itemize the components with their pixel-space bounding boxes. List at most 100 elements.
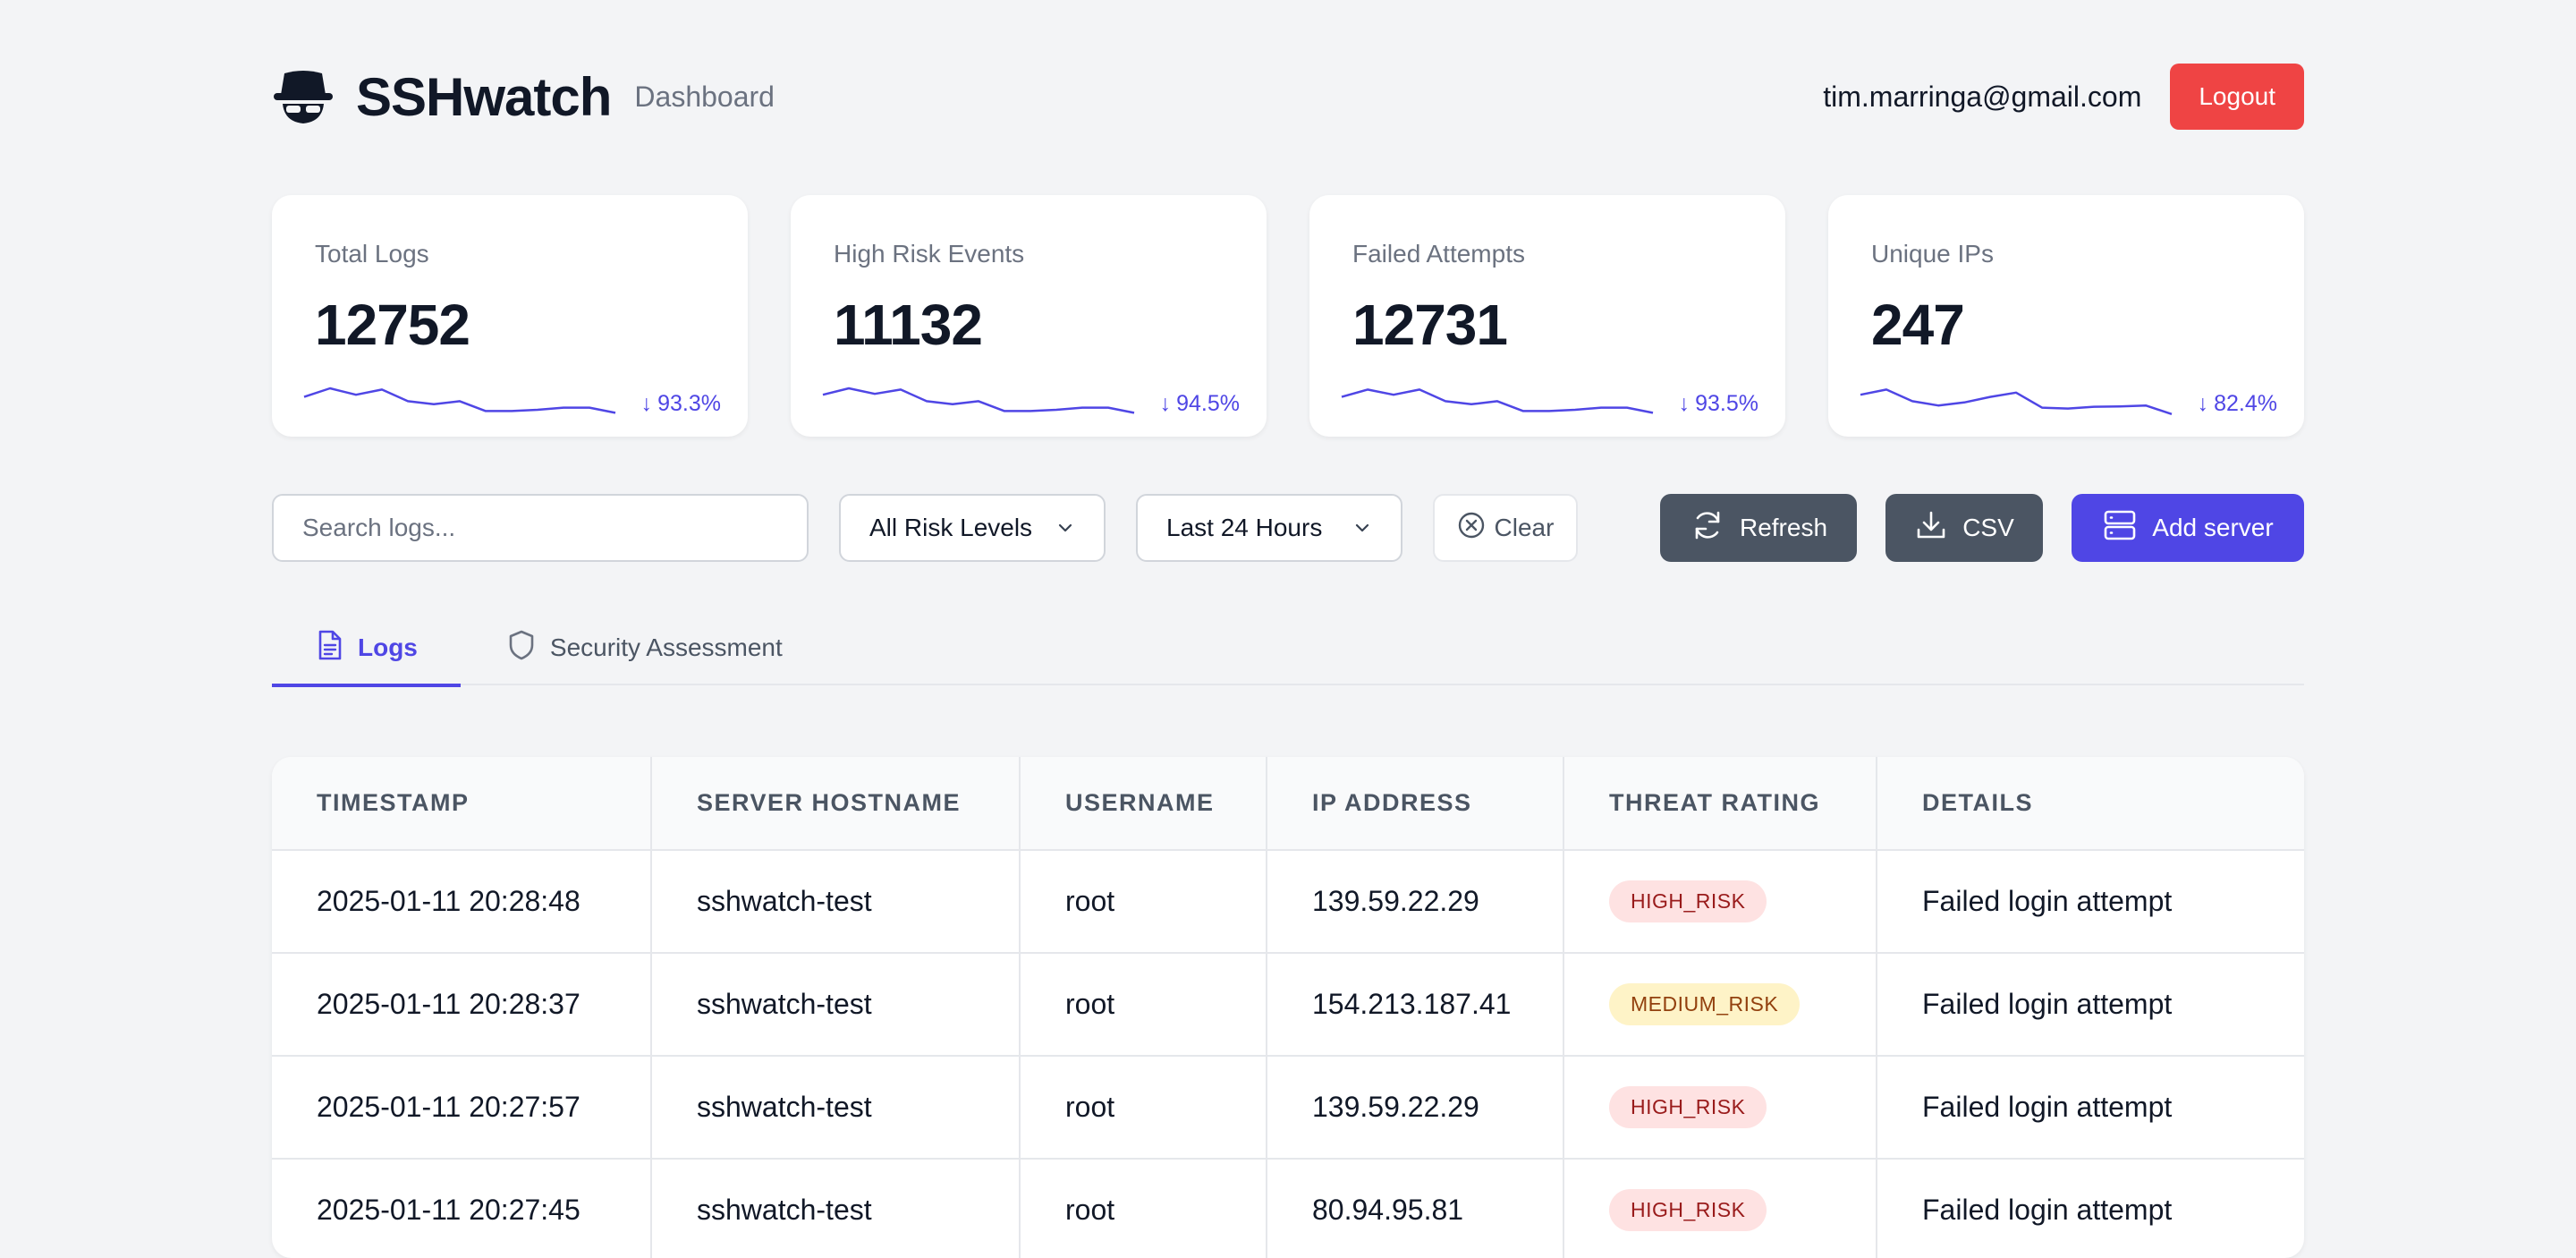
cell-details: Failed login attempt [1877,1056,2304,1160]
stat-value: 12752 [315,293,470,357]
threat-badge: HIGH_RISK [1609,1189,1767,1231]
cell-ip: 154.213.187.41 [1267,953,1564,1057]
stat-change: ↓ 94.5% [1160,391,1240,417]
table-row[interactable]: 2025-01-11 20:27:45 sshwatch-test root 8… [272,1159,2304,1258]
arrow-down-icon: ↓ [640,391,653,416]
stat-label: Failed Attempts [1352,240,1525,268]
cell-username: root [1020,1056,1267,1160]
stat-label: Total Logs [315,240,429,268]
cell-ip: 80.94.95.81 [1267,1159,1564,1258]
tab-bar: Logs Security Assessment [272,610,2304,687]
stat-change-value: 93.5% [1695,391,1758,416]
sparkline-line [303,387,616,414]
cell-username: root [1020,1159,1267,1258]
stat-change: ↓ 82.4% [2198,391,2277,417]
cell-username: root [1020,953,1267,1057]
stat-card-unique-ips: Unique IPs 247 ↓ 82.4% [1828,195,2304,437]
column-header-timestamp[interactable]: TIMESTAMP [272,757,652,851]
cell-threat: HIGH_RISK [1563,1159,1877,1258]
stats-row: Total Logs 12752 ↓ 93.3% High Risk Event… [272,195,2304,437]
user-email: tim.marringa@gmail.com [1823,80,2142,113]
cell-timestamp: 2025-01-11 20:28:48 [272,850,652,954]
arrow-down-icon: ↓ [1159,391,1172,416]
cell-details: Failed login attempt [1877,850,2304,954]
sparkline-line [822,387,1135,414]
cell-ip: 139.59.22.29 [1267,1056,1564,1160]
threat-badge: HIGH_RISK [1609,880,1767,922]
add-server-label: Add server [2152,514,2274,541]
threat-badge: HIGH_RISK [1609,1086,1767,1128]
shield-icon [507,629,536,667]
arrow-down-icon: ↓ [1678,391,1690,416]
csv-button-label: CSV [1962,514,2014,541]
refresh-icon [1690,507,1725,549]
column-header-details[interactable]: DETAILS [1877,757,2304,851]
cell-username: root [1020,850,1267,954]
logs-table-card: TIMESTAMP SERVER HOSTNAME USERNAME IP AD… [272,757,2304,1258]
sparkline-chart [1341,388,1654,414]
risk-level-select[interactable]: All Risk Levels [839,494,1106,562]
column-header-ip[interactable]: IP ADDRESS [1267,757,1564,851]
arrow-down-icon: ↓ [2197,391,2209,416]
add-server-button[interactable]: Add server [2072,494,2304,562]
chevron-down-icon [1055,518,1075,538]
sparkline-chart [822,387,1135,414]
stat-card-high-risk: High Risk Events 11132 ↓ 94.5% [791,195,1267,437]
sparkline-chart [303,387,616,414]
stat-value: 11132 [834,293,983,357]
cell-hostname: sshwatch-test [651,1159,1021,1258]
header: SSHwatch Dashboard tim.marringa@gmail.co… [272,63,2304,131]
tab-logs-label: Logs [358,633,418,661]
sparkline-chart [1860,388,2173,415]
cell-ip: 139.59.22.29 [1267,850,1564,954]
page-subtitle: Dashboard [634,80,775,113]
table-row[interactable]: 2025-01-11 20:28:37 sshwatch-test root 1… [272,953,2304,1057]
tab-logs[interactable]: Logs [272,610,461,687]
chevron-down-icon [1352,518,1372,538]
search-input[interactable] [272,494,809,562]
cell-details: Failed login attempt [1877,1159,2304,1258]
sparkline-line [1860,388,2173,415]
stat-label: High Risk Events [834,240,1025,268]
x-circle-icon [1457,511,1486,546]
cell-threat: HIGH_RISK [1563,850,1877,954]
time-range-select[interactable]: Last 24 Hours [1136,494,1402,562]
stat-card-total-logs: Total Logs 12752 ↓ 93.3% [272,195,748,437]
refresh-button-label: Refresh [1739,514,1828,541]
threat-badge: MEDIUM_RISK [1609,983,1801,1025]
column-header-username[interactable]: USERNAME [1020,757,1267,851]
clear-button-label: Clear [1494,514,1555,541]
stat-change: ↓ 93.3% [641,391,721,417]
stat-change-value: 94.5% [1176,391,1240,416]
app-title: SSHwatch [356,66,612,127]
cell-threat: MEDIUM_RISK [1563,953,1877,1057]
tab-security-assessment[interactable]: Security Assessment [461,610,826,685]
logout-button[interactable]: Logout [2170,64,2304,130]
stat-value: 12731 [1352,293,1508,357]
tab-security-label: Security Assessment [549,633,783,661]
stat-change-value: 93.3% [657,391,721,416]
stat-label: Unique IPs [1871,240,1994,268]
cell-details: Failed login attempt [1877,953,2304,1057]
clear-button[interactable]: Clear [1433,494,1578,562]
toolbar: All Risk Levels Last 24 Hours Clear Refr… [272,494,2304,562]
download-icon [1914,508,1948,548]
document-icon [315,629,343,667]
cell-timestamp: 2025-01-11 20:27:45 [272,1159,652,1258]
csv-export-button[interactable]: CSV [1885,494,2043,562]
header-right: tim.marringa@gmail.com Logout [1823,64,2304,130]
table-header-row: TIMESTAMP SERVER HOSTNAME USERNAME IP AD… [272,757,2304,851]
cell-timestamp: 2025-01-11 20:28:37 [272,953,652,1057]
stat-change: ↓ 93.5% [1679,391,1758,417]
refresh-button[interactable]: Refresh [1660,494,1857,562]
table-row[interactable]: 2025-01-11 20:28:48 sshwatch-test root 1… [272,850,2304,954]
cell-hostname: sshwatch-test [651,953,1021,1057]
spy-hat-icon [272,68,335,125]
server-icon [2102,507,2138,549]
cell-hostname: sshwatch-test [651,850,1021,954]
dashboard: SSHwatch Dashboard tim.marringa@gmail.co… [272,0,2304,1258]
table-row[interactable]: 2025-01-11 20:27:57 sshwatch-test root 1… [272,1056,2304,1160]
stat-value: 247 [1871,293,1965,357]
column-header-hostname[interactable]: SERVER HOSTNAME [651,757,1021,851]
column-header-threat[interactable]: THREAT RATING [1563,757,1877,851]
